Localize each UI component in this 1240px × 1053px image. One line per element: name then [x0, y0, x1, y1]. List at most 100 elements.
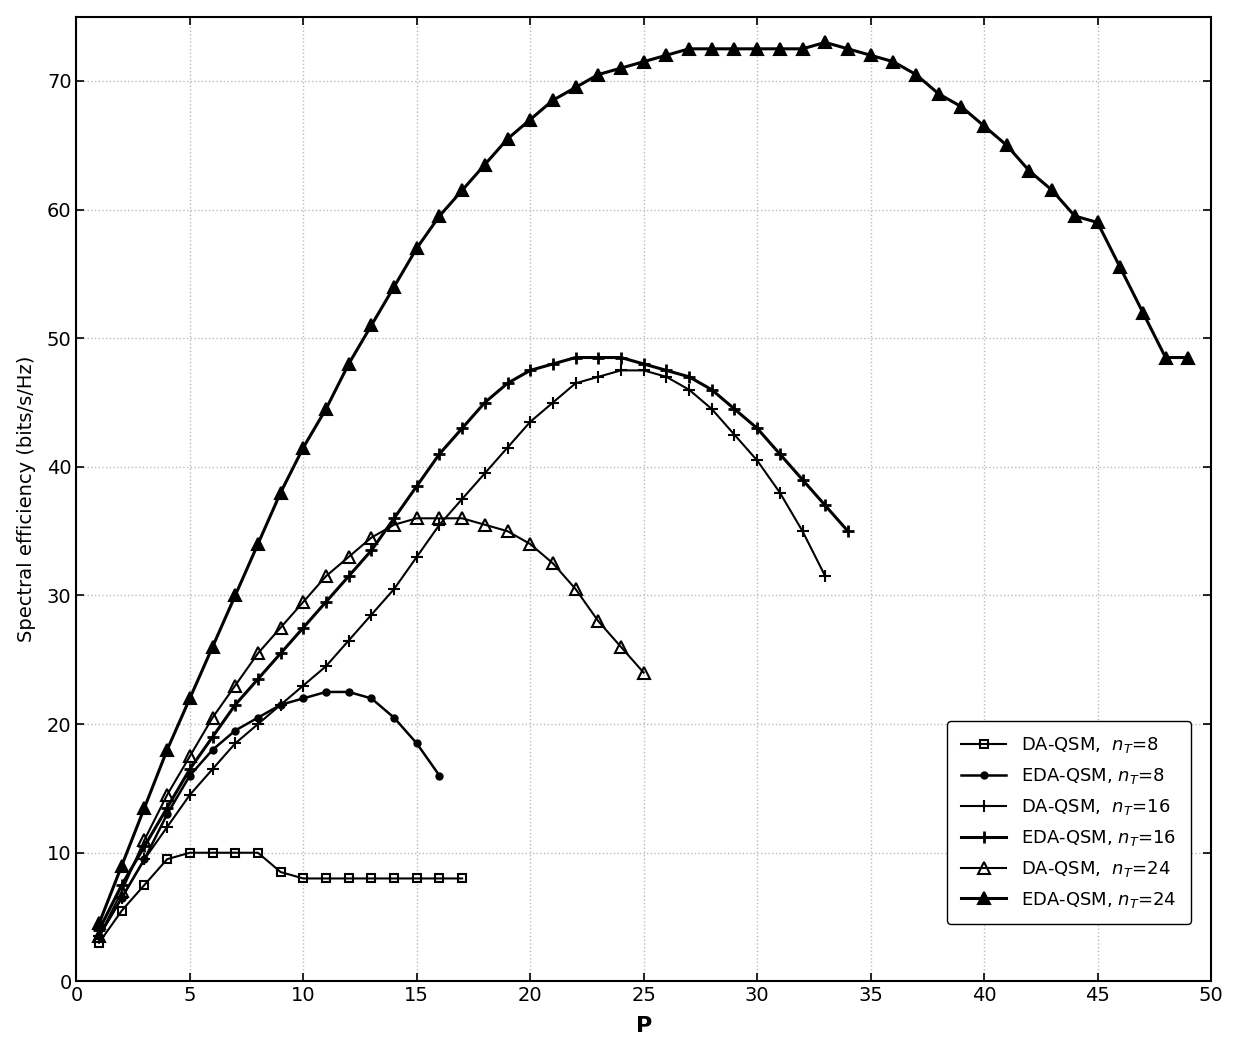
DA-QSM,  $n_T$=24: [614, 640, 629, 653]
DA-QSM,  $n_T$=24: [477, 518, 492, 531]
EDA-QSM, $n_T$=24: [92, 917, 107, 930]
EDA-QSM, $n_T$=24: [387, 280, 402, 293]
DA-QSM,  $n_T$=16: [182, 789, 197, 801]
EDA-QSM, $n_T$=24: [1158, 352, 1173, 364]
DA-QSM,  $n_T$=16: [477, 466, 492, 479]
EDA-QSM, $n_T$=16: [614, 352, 629, 364]
DA-QSM,  $n_T$=8: [92, 936, 107, 949]
EDA-QSM, $n_T$=24: [614, 62, 629, 75]
Line: DA-QSM,  $n_T$=8: DA-QSM, $n_T$=8: [95, 849, 466, 947]
DA-QSM,  $n_T$=24: [523, 538, 538, 551]
EDA-QSM, $n_T$=24: [363, 319, 378, 332]
DA-QSM,  $n_T$=24: [341, 551, 356, 563]
DA-QSM,  $n_T$=16: [523, 416, 538, 429]
DA-QSM,  $n_T$=8: [363, 872, 378, 885]
DA-QSM,  $n_T$=16: [750, 454, 765, 466]
EDA-QSM, $n_T$=24: [432, 210, 446, 222]
EDA-QSM, $n_T$=8: [205, 743, 219, 756]
EDA-QSM, $n_T$=24: [228, 590, 243, 602]
EDA-QSM, $n_T$=8: [296, 692, 311, 704]
DA-QSM,  $n_T$=16: [727, 429, 742, 441]
EDA-QSM, $n_T$=16: [341, 570, 356, 582]
EDA-QSM, $n_T$=24: [909, 68, 924, 81]
DA-QSM,  $n_T$=16: [795, 524, 810, 537]
EDA-QSM, $n_T$=8: [114, 892, 129, 905]
EDA-QSM, $n_T$=24: [841, 42, 856, 55]
DA-QSM,  $n_T$=24: [138, 834, 153, 847]
DA-QSM,  $n_T$=16: [817, 570, 832, 582]
DA-QSM,  $n_T$=24: [273, 621, 288, 634]
DA-QSM,  $n_T$=24: [409, 512, 424, 524]
EDA-QSM, $n_T$=24: [455, 184, 470, 197]
EDA-QSM, $n_T$=24: [319, 402, 334, 415]
DA-QSM,  $n_T$=16: [138, 853, 153, 866]
DA-QSM,  $n_T$=8: [432, 872, 446, 885]
EDA-QSM, $n_T$=24: [1090, 216, 1105, 229]
EDA-QSM, $n_T$=16: [228, 698, 243, 711]
DA-QSM,  $n_T$=16: [205, 762, 219, 775]
EDA-QSM, $n_T$=16: [205, 731, 219, 743]
EDA-QSM, $n_T$=16: [841, 524, 856, 537]
DA-QSM,  $n_T$=8: [182, 847, 197, 859]
EDA-QSM, $n_T$=16: [114, 878, 129, 891]
EDA-QSM, $n_T$=16: [477, 396, 492, 409]
EDA-QSM, $n_T$=24: [977, 120, 992, 133]
DA-QSM,  $n_T$=24: [296, 596, 311, 609]
DA-QSM,  $n_T$=16: [250, 718, 265, 731]
EDA-QSM, $n_T$=24: [296, 441, 311, 454]
DA-QSM,  $n_T$=16: [658, 371, 673, 383]
EDA-QSM, $n_T$=24: [1022, 164, 1037, 177]
EDA-QSM, $n_T$=16: [409, 480, 424, 493]
EDA-QSM, $n_T$=8: [250, 712, 265, 724]
EDA-QSM, $n_T$=16: [160, 801, 175, 814]
EDA-QSM, $n_T$=24: [704, 42, 719, 55]
EDA-QSM, $n_T$=16: [658, 364, 673, 377]
DA-QSM,  $n_T$=16: [546, 396, 560, 409]
DA-QSM,  $n_T$=8: [387, 872, 402, 885]
EDA-QSM, $n_T$=16: [455, 422, 470, 435]
DA-QSM,  $n_T$=16: [500, 441, 515, 454]
EDA-QSM, $n_T$=16: [727, 402, 742, 415]
EDA-QSM, $n_T$=16: [182, 762, 197, 775]
DA-QSM,  $n_T$=24: [160, 789, 175, 801]
EDA-QSM, $n_T$=24: [590, 68, 605, 81]
DA-QSM,  $n_T$=8: [160, 853, 175, 866]
EDA-QSM, $n_T$=8: [138, 853, 153, 866]
EDA-QSM, $n_T$=8: [182, 770, 197, 782]
DA-QSM,  $n_T$=8: [409, 872, 424, 885]
DA-QSM,  $n_T$=24: [205, 712, 219, 724]
DA-QSM,  $n_T$=16: [682, 383, 697, 396]
EDA-QSM, $n_T$=16: [795, 474, 810, 486]
EDA-QSM, $n_T$=16: [636, 358, 651, 371]
DA-QSM,  $n_T$=24: [250, 647, 265, 659]
DA-QSM,  $n_T$=8: [296, 872, 311, 885]
DA-QSM,  $n_T$=16: [590, 371, 605, 383]
EDA-QSM, $n_T$=24: [250, 538, 265, 551]
EDA-QSM, $n_T$=24: [1068, 210, 1083, 222]
DA-QSM,  $n_T$=16: [432, 518, 446, 531]
DA-QSM,  $n_T$=8: [205, 847, 219, 859]
EDA-QSM, $n_T$=24: [1180, 352, 1195, 364]
EDA-QSM, $n_T$=24: [523, 114, 538, 126]
Line: DA-QSM,  $n_T$=16: DA-QSM, $n_T$=16: [93, 364, 831, 941]
EDA-QSM, $n_T$=16: [817, 499, 832, 512]
DA-QSM,  $n_T$=16: [636, 364, 651, 377]
EDA-QSM, $n_T$=24: [885, 56, 900, 68]
DA-QSM,  $n_T$=24: [363, 532, 378, 544]
EDA-QSM, $n_T$=24: [160, 743, 175, 756]
DA-QSM,  $n_T$=16: [387, 582, 402, 595]
EDA-QSM, $n_T$=8: [432, 770, 446, 782]
EDA-QSM, $n_T$=8: [92, 930, 107, 942]
DA-QSM,  $n_T$=24: [455, 512, 470, 524]
DA-QSM,  $n_T$=24: [568, 582, 583, 595]
DA-QSM,  $n_T$=16: [704, 402, 719, 415]
DA-QSM,  $n_T$=24: [636, 667, 651, 679]
DA-QSM,  $n_T$=16: [363, 609, 378, 621]
Legend: DA-QSM,  $n_T$=8, EDA-QSM, $n_T$=8, DA-QSM,  $n_T$=16, EDA-QSM, $n_T$=16, DA-QSM: DA-QSM, $n_T$=8, EDA-QSM, $n_T$=8, DA-QS…: [947, 721, 1190, 925]
DA-QSM,  $n_T$=16: [92, 930, 107, 942]
Line: DA-QSM,  $n_T$=24: DA-QSM, $n_T$=24: [93, 513, 650, 941]
EDA-QSM, $n_T$=24: [409, 242, 424, 255]
DA-QSM,  $n_T$=24: [182, 750, 197, 762]
EDA-QSM, $n_T$=16: [138, 840, 153, 853]
EDA-QSM, $n_T$=24: [114, 859, 129, 872]
